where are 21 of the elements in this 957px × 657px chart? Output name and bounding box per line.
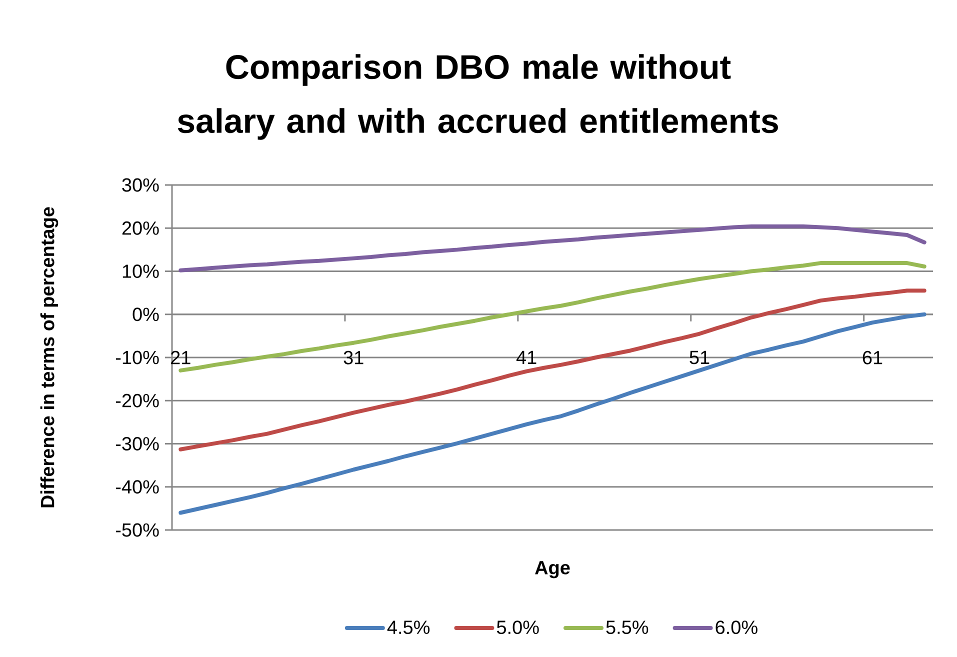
y-tick-label: -20% <box>116 394 159 408</box>
y-tick-label: 10% <box>122 264 159 278</box>
legend-label: 6.0% <box>716 620 758 634</box>
x-axis-title: Age <box>535 561 570 578</box>
y-tick-label: -40% <box>116 480 159 494</box>
y-tick-label: 0% <box>132 308 159 322</box>
chart-title: Comparison DBO male without salary and with accrued entitlements <box>178 54 778 140</box>
y-tick-label: -10% <box>116 350 159 364</box>
x-tick-label: 51 <box>690 350 710 364</box>
y-tick-label: -50% <box>116 523 159 537</box>
y-tick-label: 20% <box>122 221 159 235</box>
x-tick-label: 61 <box>862 350 882 364</box>
x-tick-label: 21 <box>171 350 190 364</box>
y-axis-title: Difference in terms of percentage <box>40 207 58 508</box>
y-tick-label: 30% <box>122 178 159 192</box>
x-tick-label: 41 <box>516 350 536 364</box>
legend-label: 4.5% <box>387 620 430 634</box>
legend-label: 5.5% <box>606 620 648 634</box>
x-tick-label: 31 <box>344 350 364 364</box>
legend-label: 5.0% <box>496 620 539 634</box>
y-tick-label: -30% <box>116 437 159 450</box>
